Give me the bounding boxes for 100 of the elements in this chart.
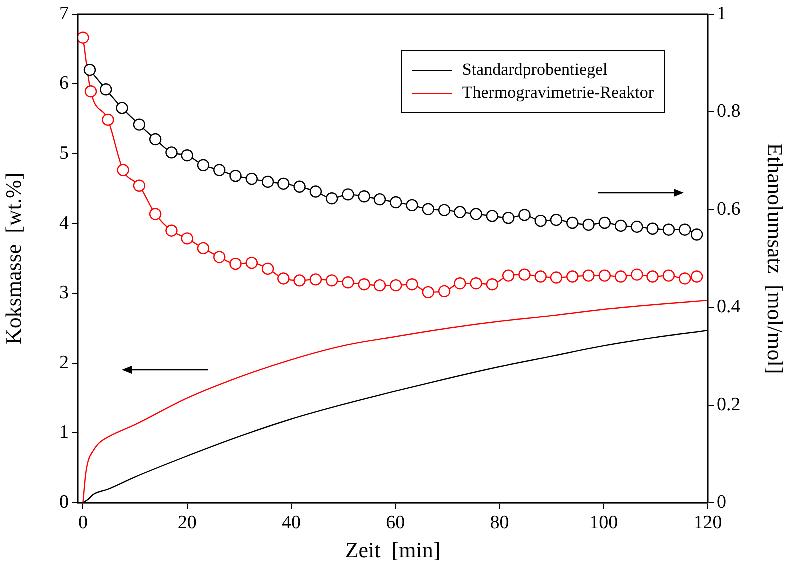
point [100, 84, 112, 96]
point [181, 150, 194, 162]
point [550, 214, 563, 226]
point [486, 278, 499, 291]
point [117, 164, 130, 176]
x-tick-label: 60 [386, 512, 406, 534]
x-tick-label: 100 [590, 512, 618, 534]
point [102, 114, 114, 126]
x-axis-title: Zeit [min] [345, 538, 441, 563]
point [631, 220, 644, 234]
x-tick-label: 20 [178, 512, 197, 534]
x-tick-label: 80 [490, 512, 510, 534]
y2-tick-label: 0.6 [717, 198, 741, 220]
point [454, 278, 466, 290]
point [470, 278, 482, 290]
point [598, 270, 612, 282]
point [406, 199, 418, 212]
point [84, 86, 98, 98]
point [566, 216, 579, 230]
point [326, 192, 338, 205]
point [470, 208, 482, 220]
x-tick-label: 40 [282, 512, 301, 534]
point [181, 232, 194, 245]
y-tick-label: 2 [60, 352, 69, 374]
point [550, 272, 563, 284]
y-axis-title: Koksmasse [wt.%] [0, 172, 26, 345]
point [262, 176, 274, 188]
point [582, 218, 595, 232]
point [390, 279, 402, 292]
point [374, 193, 386, 206]
point [486, 210, 499, 222]
point [646, 270, 659, 283]
point [438, 204, 451, 216]
y2-tick-label: 0.4 [717, 296, 742, 318]
y-tick-label: 6 [60, 73, 69, 94]
y-tick-label: 0 [60, 492, 69, 513]
y-tick-label: 4 [60, 212, 70, 234]
point [197, 242, 210, 255]
point [133, 180, 146, 192]
point [662, 224, 676, 236]
point [614, 220, 628, 232]
point [133, 118, 146, 131]
point [422, 286, 435, 299]
y2-tick-label: 1 [717, 3, 726, 24]
point [78, 32, 90, 44]
y-tick-label: 5 [60, 142, 69, 164]
point [534, 214, 547, 228]
point [294, 180, 306, 193]
point [614, 270, 628, 283]
point [566, 270, 579, 283]
point [230, 258, 242, 270]
point [678, 224, 692, 236]
x-tick-label: 0 [78, 512, 88, 534]
point [166, 146, 178, 159]
point [214, 251, 226, 264]
point [214, 164, 226, 176]
y-tick-label: 1 [60, 422, 69, 444]
y2-tick-label: 0 [717, 492, 726, 513]
point [518, 268, 531, 281]
point [84, 64, 96, 76]
x-tick-label: 120 [694, 512, 722, 534]
point [246, 172, 258, 186]
point [646, 222, 659, 235]
point [149, 208, 162, 220]
point [502, 270, 515, 282]
point [278, 178, 290, 190]
point [358, 190, 370, 203]
point [310, 186, 322, 198]
y2-tick-label: 0.8 [717, 101, 741, 122]
point [342, 276, 354, 289]
point [438, 285, 451, 298]
point [278, 272, 290, 285]
point [326, 274, 338, 287]
point [358, 278, 370, 291]
legend-label: Thermogravimetrie-Reaktor [462, 83, 654, 104]
y-tick-label: 7 [60, 3, 69, 24]
point [230, 170, 242, 182]
point [422, 203, 435, 216]
point [310, 274, 322, 286]
point [678, 272, 692, 285]
legend-label: Standardprobentiegel [462, 60, 608, 80]
point [582, 270, 595, 282]
point [197, 159, 210, 172]
point [598, 216, 612, 230]
point [662, 270, 676, 282]
point [246, 257, 258, 270]
y-tick-label: 3 [60, 282, 69, 304]
point [262, 262, 274, 276]
point [690, 228, 704, 241]
point [406, 278, 418, 291]
point [690, 270, 704, 283]
point [166, 224, 178, 237]
point [374, 279, 386, 292]
point [534, 270, 547, 283]
point [116, 102, 128, 114]
point [454, 206, 466, 218]
point [518, 209, 531, 222]
point [294, 274, 306, 287]
y2-tick-label: 0.2 [717, 394, 741, 416]
point [502, 212, 515, 224]
